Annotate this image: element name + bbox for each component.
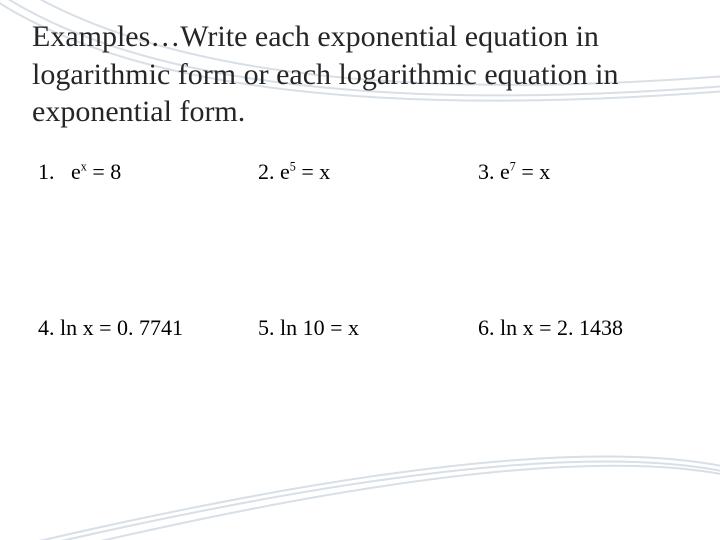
example-1: 1. ex = 8 [38,159,248,185]
exp-rhs: = x [296,159,330,184]
example-5: 5. ln 10 = x [258,315,468,341]
item-number: 1. [38,159,55,184]
example-6: 6. ln x = 2. 1438 [478,315,688,341]
exp-base: e [500,159,510,184]
example-3: 3. e7 = x [478,159,688,185]
exp-rhs: = 8 [87,159,121,184]
example-4: 4. ln x = 0. 7741 [38,315,248,341]
item-number: 3. [478,159,500,184]
exp-base: e [71,159,81,184]
exp-base: e [280,159,290,184]
item-number: 2. [258,159,280,184]
exp-rhs: = x [516,159,550,184]
examples-grid: 1. ex = 8 2. e5 = x 3. e7 = x 4. ln x = … [32,159,688,341]
example-2: 2. e5 = x [258,159,468,185]
slide-title: Examples…Write each exponential equation… [32,18,688,131]
